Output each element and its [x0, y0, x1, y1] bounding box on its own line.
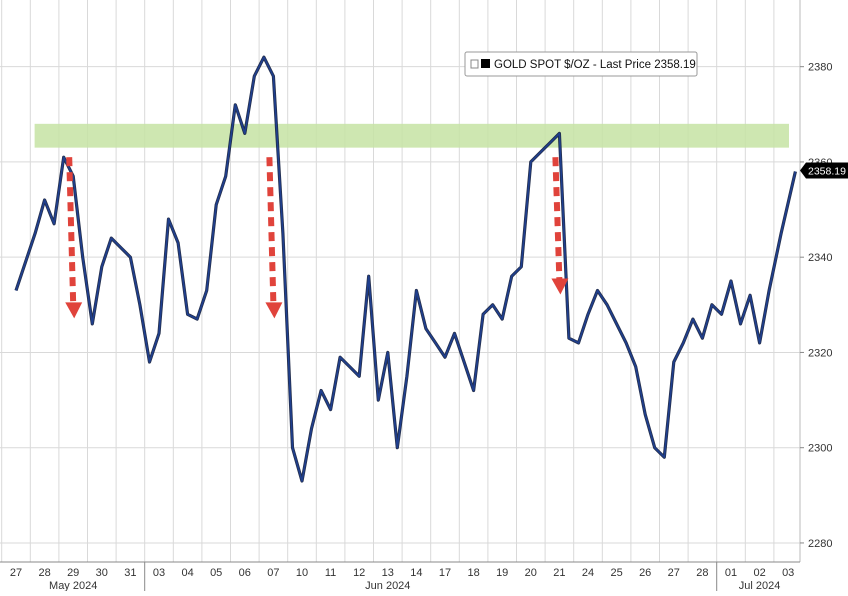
x-tick-label: 07	[267, 567, 279, 579]
x-tick-label: 02	[753, 567, 765, 579]
x-tick-label: 13	[382, 567, 394, 579]
series-line	[15, 56, 797, 482]
gridlines	[0, 0, 800, 562]
resistance-zone	[34, 123, 790, 148]
y-tick-label: 2280	[808, 538, 832, 550]
month-label: May 2024	[49, 580, 97, 591]
month-label: Jun 2024	[365, 580, 410, 591]
x-tick-label: 06	[239, 567, 251, 579]
x-tick-label: 30	[96, 567, 108, 579]
month-label: Jul 2024	[739, 580, 781, 591]
resistance-band	[34, 123, 790, 148]
x-tick-label: 28	[38, 567, 50, 579]
down-arrow-shaft	[266, 157, 277, 305]
y-tick-label: 2300	[808, 443, 832, 455]
x-tick-label: 27	[10, 567, 22, 579]
annotation-arrows	[65, 157, 569, 319]
x-tick-label: 05	[210, 567, 222, 579]
x-tick-label: 04	[181, 567, 193, 579]
down-arrow-head	[551, 278, 569, 295]
x-tick-label: 12	[353, 567, 365, 579]
legend: GOLD SPOT $/OZ - Last Price 2358.19	[464, 51, 698, 77]
x-tick-label: 25	[610, 567, 622, 579]
x-tick-label: 14	[410, 567, 422, 579]
x-tick-label: 19	[496, 567, 508, 579]
legend-label: GOLD SPOT $/OZ - Last Price 2358.19	[494, 59, 696, 71]
x-tick-label: 24	[582, 567, 594, 579]
x-tick-label: 20	[525, 567, 537, 579]
x-tick-label: 10	[296, 567, 308, 579]
x-tick-label: 17	[439, 567, 451, 579]
x-tick-label: 27	[668, 567, 680, 579]
last-price-label: 2358.19	[808, 166, 846, 178]
y-tick-label: 2340	[808, 252, 832, 264]
last-price-tag	[800, 162, 848, 179]
x-tick-label: 03	[153, 567, 165, 579]
x-tick-label: 29	[67, 567, 79, 579]
x-tick-label: 28	[696, 567, 708, 579]
x-tick-label: 01	[725, 567, 737, 579]
down-arrow-shaft	[66, 157, 77, 305]
down-arrow-head	[65, 302, 83, 319]
legend-swatch	[481, 59, 490, 68]
x-tick-label: 03	[782, 567, 794, 579]
y-tick-label: 2380	[808, 62, 832, 74]
y-tick-label: 2320	[808, 347, 832, 359]
x-tick-label: 31	[124, 567, 136, 579]
x-tick-label: 18	[467, 567, 479, 579]
price-series	[14, 55, 797, 483]
x-tick-label: 11	[325, 567, 336, 579]
x-tick-label: 26	[639, 567, 651, 579]
down-arrow-shaft	[552, 157, 563, 281]
x-tick-label: 21	[553, 567, 565, 579]
down-arrow-head	[265, 302, 283, 319]
